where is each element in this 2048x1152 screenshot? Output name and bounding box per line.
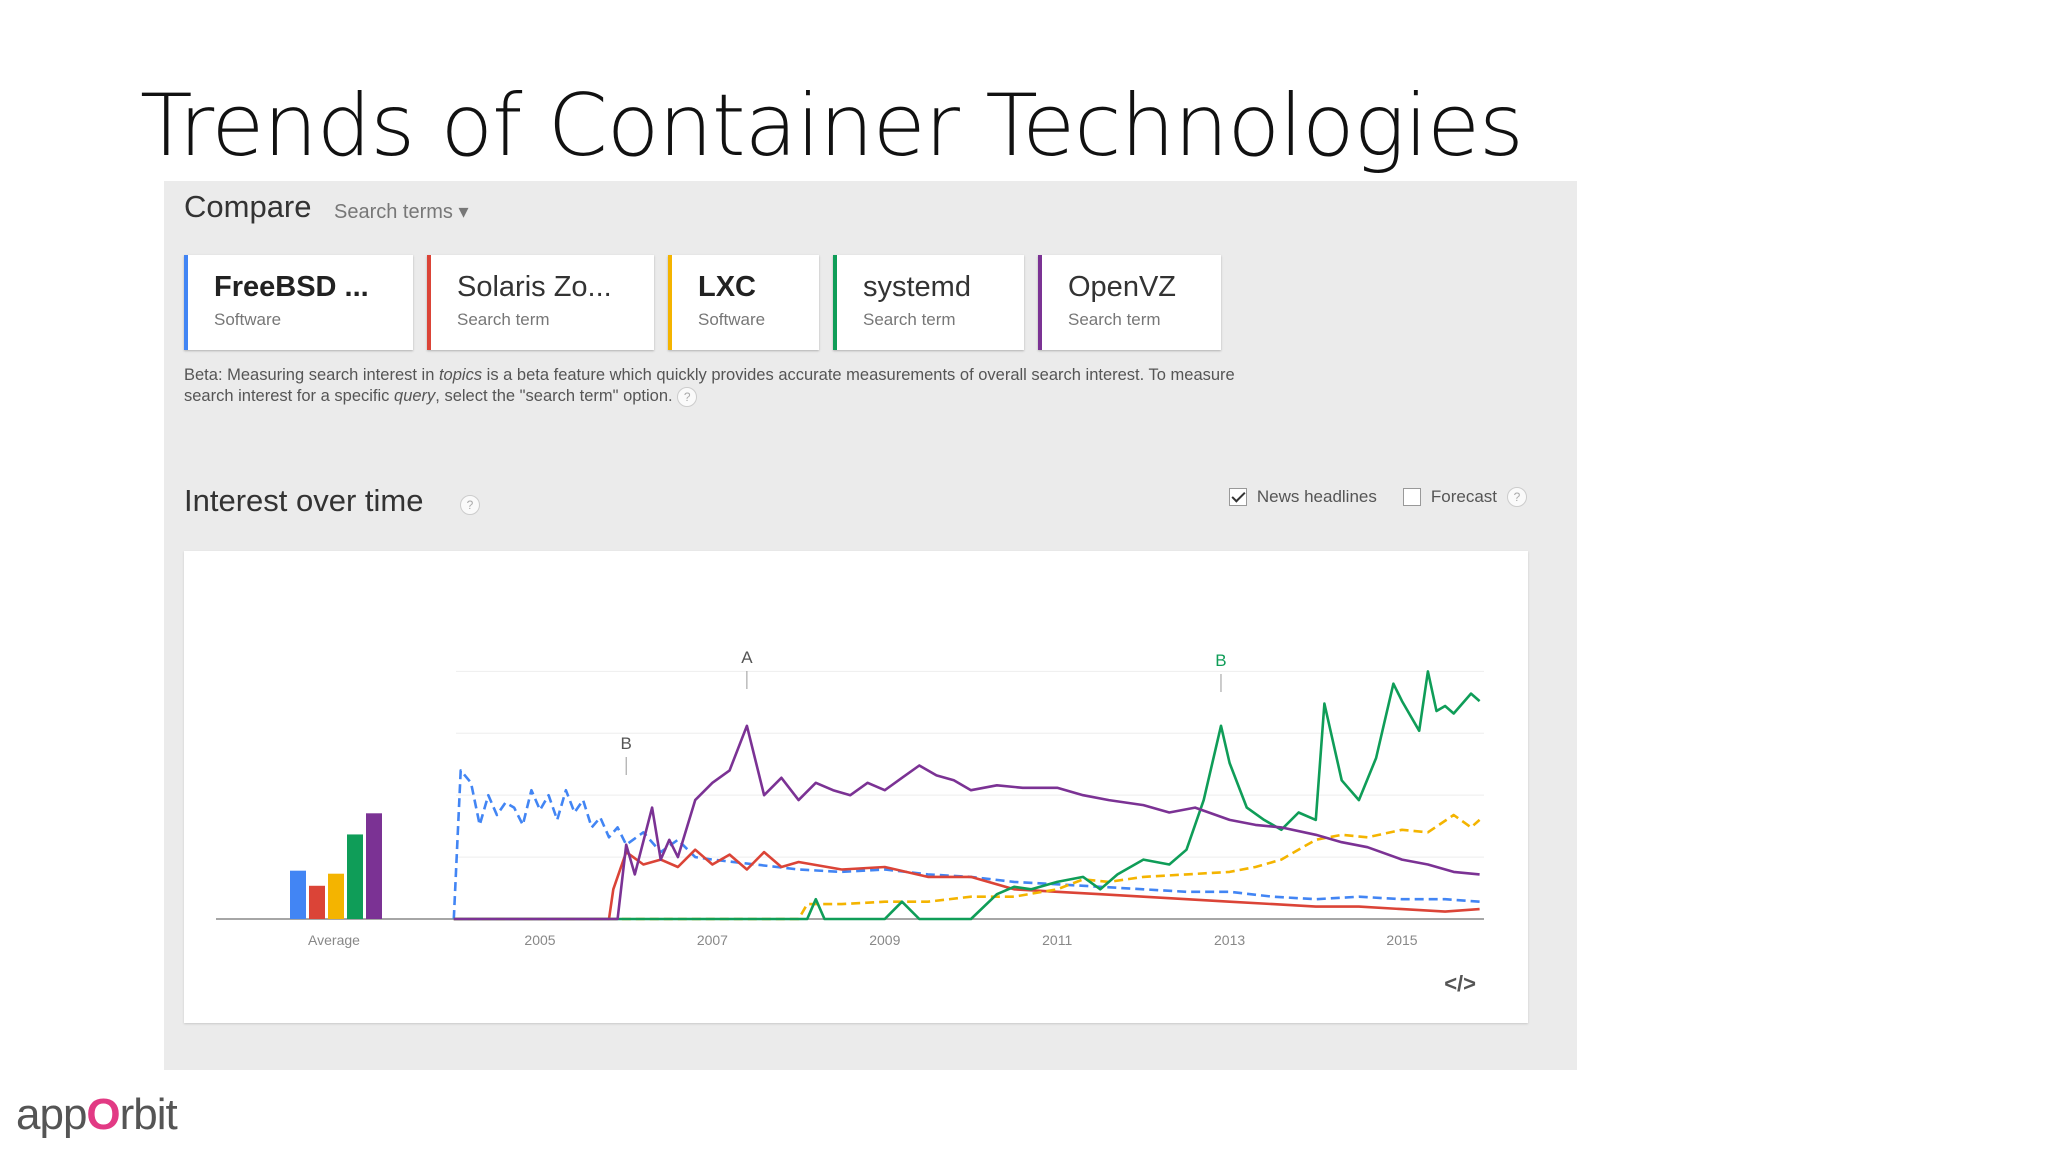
annotation-label: B xyxy=(621,734,632,753)
average-bar xyxy=(347,834,363,919)
news-headlines-checkbox[interactable] xyxy=(1228,488,1247,506)
beta-text-b: is a beta feature which quickly provides… xyxy=(184,366,1235,405)
search-terms-dropdown[interactable]: Search terms ▾ xyxy=(334,201,469,223)
x-tick-label: 2011 xyxy=(1042,932,1072,948)
apporbit-logo: appOrbit xyxy=(16,1090,178,1139)
trends-panel: Compare Search terms ▾ FreeBSD ... Softw… xyxy=(164,181,1577,1070)
series-line xyxy=(452,769,1480,920)
term-name: systemd xyxy=(863,271,971,303)
help-icon[interactable]: ? xyxy=(460,495,480,515)
x-tick-label: 2015 xyxy=(1386,932,1417,948)
term-color-bar xyxy=(184,255,188,350)
beta-query: query xyxy=(394,387,436,405)
average-bar xyxy=(366,813,382,919)
term-card-lxc[interactable]: LXC Software xyxy=(668,255,819,350)
term-card-systemd[interactable]: systemd Search term xyxy=(833,255,1024,350)
term-name: LXC xyxy=(698,271,756,303)
term-cards: FreeBSD ... Software Solaris Zo... Searc… xyxy=(184,255,1221,350)
series-line xyxy=(453,848,1480,921)
term-type: Search term xyxy=(863,310,956,329)
term-color-bar xyxy=(668,255,672,350)
average-bar xyxy=(328,873,344,919)
interest-chart: Average 2005 2007 2009 2011 2013 2015 A B B xyxy=(216,648,1484,948)
beta-text-a: Beta: Measuring search interest in xyxy=(184,366,439,384)
term-type: Search term xyxy=(1068,310,1161,329)
x-tick-label: 2007 xyxy=(697,932,728,948)
annotation-label: B xyxy=(1215,651,1226,670)
compare-label: Compare xyxy=(184,189,312,224)
term-name: OpenVZ xyxy=(1068,271,1176,303)
news-headlines-label: News headlines xyxy=(1256,487,1377,506)
chart-card: Average 2005 2007 2009 2011 2013 2015 A B B </> xyxy=(184,551,1528,1023)
x-tick-label: 2005 xyxy=(524,932,555,948)
term-card-openvz[interactable]: OpenVZ Search term xyxy=(1038,255,1221,350)
annotation-label: A xyxy=(741,648,753,667)
beta-notice: Beta: Measuring search interest in topic… xyxy=(184,365,1284,407)
average-bar xyxy=(290,870,306,919)
series-line xyxy=(453,813,1481,921)
beta-topics: topics xyxy=(438,366,483,384)
help-icon[interactable]: ? xyxy=(1507,487,1527,507)
chart-options: News headlines Forecast ? xyxy=(1228,487,1527,507)
series-line xyxy=(453,724,1480,921)
help-icon[interactable]: ? xyxy=(677,386,698,407)
term-color-bar xyxy=(427,255,431,350)
term-type: Search term xyxy=(457,310,550,329)
embed-code-icon[interactable]: </> xyxy=(1444,971,1476,996)
term-type: Software xyxy=(698,310,766,329)
forecast-checkbox[interactable] xyxy=(1402,488,1421,506)
beta-text-c: , select the "search term" option. xyxy=(435,387,673,405)
forecast-label: Forecast xyxy=(1430,487,1497,506)
term-card-freebsd[interactable]: FreeBSD ... Software xyxy=(184,255,413,350)
term-name: Solaris Zo... xyxy=(457,271,612,303)
interest-over-time-title: Interest over time xyxy=(184,483,424,518)
term-card-solaris[interactable]: Solaris Zo... Search term xyxy=(427,255,654,350)
term-type: Software xyxy=(214,310,282,329)
slide-title: Trends of Container Technologies xyxy=(140,76,1524,176)
average-label: Average xyxy=(308,932,360,948)
term-name: FreeBSD ... xyxy=(214,271,369,303)
series-line xyxy=(453,670,1481,921)
average-bar xyxy=(309,885,325,919)
x-tick-label: 2009 xyxy=(869,932,900,948)
term-color-bar xyxy=(833,255,837,350)
term-color-bar xyxy=(1038,255,1042,350)
x-tick-label: 2013 xyxy=(1214,932,1245,948)
